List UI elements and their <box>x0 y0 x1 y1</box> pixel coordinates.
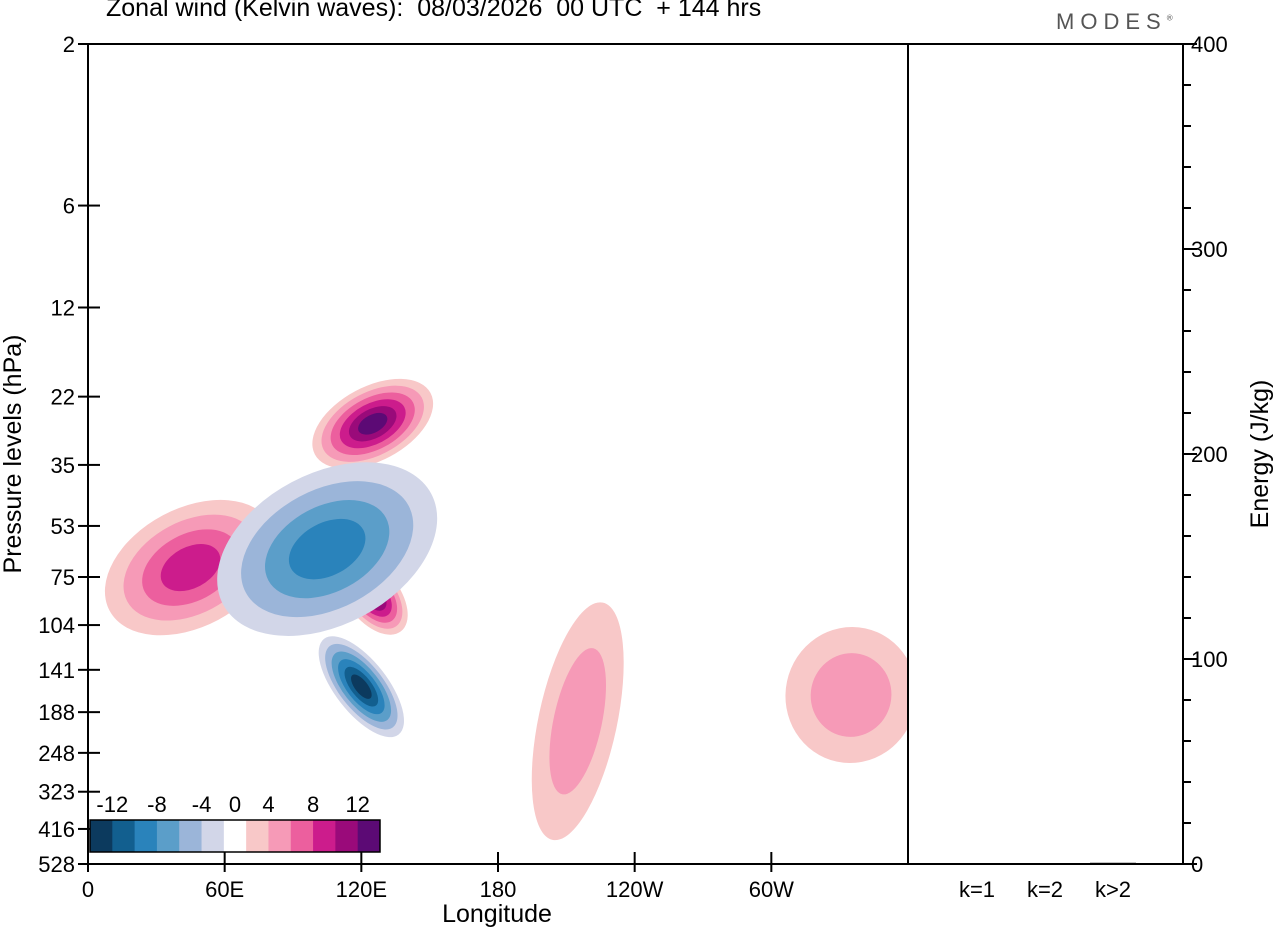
modes-logo: MODES® <box>1056 9 1173 35</box>
colorbar-label: 12 <box>345 792 369 817</box>
y-tick-label: 141 <box>38 658 75 683</box>
energy-frame <box>907 43 1184 865</box>
y-tick-label: 12 <box>51 295 75 320</box>
colorbar-swatch <box>246 820 269 852</box>
colorbar-swatch <box>357 820 381 852</box>
y-tick-label: 53 <box>51 514 75 539</box>
longitude-axis: 0 60E 120E 180 120W 60W <box>82 852 794 902</box>
energy-category-label: k=2 <box>1027 877 1063 902</box>
energy-tick-label: 400 <box>1191 32 1228 57</box>
energy-tick-label: 0 <box>1191 852 1203 877</box>
y-tick-label: 416 <box>38 817 75 842</box>
brand-text: MODES <box>1056 9 1167 34</box>
energy-bars: k=1 k=2 k>2 <box>954 862 1136 902</box>
contour-level <box>358 412 388 435</box>
y-axis-title: Pressure levels (hPa) <box>0 335 27 574</box>
colorbar-label: 8 <box>307 792 319 817</box>
x-tick-label: 180 <box>480 877 517 902</box>
energy-category-label: k=1 <box>959 877 995 902</box>
colorbar-swatch <box>201 820 225 852</box>
x-axis-title: Longitude <box>442 900 552 928</box>
colorbar-swatch <box>90 820 113 852</box>
wind-anomaly-contours <box>104 378 908 841</box>
energy-bar <box>1022 863 1068 865</box>
colorbar-swatch <box>112 820 136 852</box>
y-tick-label: 75 <box>51 565 75 590</box>
anomaly-positive <box>531 602 624 841</box>
x-tick-label: 60E <box>205 877 244 902</box>
contour-level <box>810 653 892 737</box>
energy-tick-label: 100 <box>1191 647 1228 672</box>
anomaly-negative <box>318 636 404 738</box>
pressure-axis: 2 6 12 22 35 53 75 104 141 188 248 323 416 528 <box>38 32 100 877</box>
contour-level <box>350 674 372 699</box>
y-tick-label: 104 <box>38 613 75 638</box>
colorbar-swatch <box>335 820 359 852</box>
contour-level <box>549 648 607 795</box>
colorbar-swatch <box>179 820 203 852</box>
y-tick-label: 323 <box>38 780 75 805</box>
contour-level <box>160 544 221 592</box>
brand-mark: ® <box>1166 13 1173 23</box>
y-tick-label: 2 <box>63 32 75 57</box>
colorbar: -12 -8 -4 0 4 8 12 <box>89 792 381 853</box>
energy-panel: 0 100 200 300 400 k=1 k=2 k>2 Energy (J/kg) <box>907 32 1274 902</box>
energy-tick-label: 300 <box>1191 237 1228 262</box>
heatmap-frame <box>87 43 909 865</box>
energy-tick-label: 200 <box>1191 442 1228 467</box>
anomaly-negative <box>217 462 438 636</box>
x-tick-label: 120E <box>336 877 387 902</box>
colorbar-label: 4 <box>262 792 274 817</box>
anomaly-positive <box>312 378 434 469</box>
colorbar-swatch <box>313 820 336 852</box>
energy-axis: 0 100 200 300 400 <box>1183 32 1228 877</box>
colorbar-frame <box>89 819 381 853</box>
colorbar-swatch <box>134 820 158 852</box>
colorbar-label: -4 <box>192 792 212 817</box>
colorbar-label: 0 <box>229 792 241 817</box>
x-tick-label: 60W <box>749 877 794 902</box>
energy-bar <box>954 863 1000 865</box>
colorbar-swatch <box>290 820 314 852</box>
energy-bar <box>1090 862 1136 865</box>
colorbar-swatch <box>223 820 247 852</box>
colorbar-label: -12 <box>96 792 128 817</box>
colorbar-label: -8 <box>147 792 167 817</box>
x-tick-label: 120W <box>606 877 664 902</box>
y-tick-label: 22 <box>51 385 75 410</box>
energy-category-label: k>2 <box>1095 877 1131 902</box>
y-tick-label: 6 <box>63 194 75 219</box>
chart-title: Zonal wind (Kelvin waves): 08/03/2026 00… <box>106 0 762 22</box>
x-tick-label: 0 <box>82 877 94 902</box>
colorbar-swatch <box>156 820 180 852</box>
contour-level <box>288 518 366 580</box>
energy-axis-title: Energy (J/kg) <box>1246 380 1274 529</box>
y-tick-label: 35 <box>51 453 75 478</box>
anomaly-positive <box>785 626 908 764</box>
y-tick-label: 188 <box>38 700 75 725</box>
heatmap-panel: 2 6 12 22 35 53 75 104 141 188 248 323 416 528 0 60E 12… <box>0 32 909 928</box>
colorbar-swatch <box>268 820 292 852</box>
y-tick-label: 528 <box>38 852 75 877</box>
y-tick-label: 248 <box>38 741 75 766</box>
